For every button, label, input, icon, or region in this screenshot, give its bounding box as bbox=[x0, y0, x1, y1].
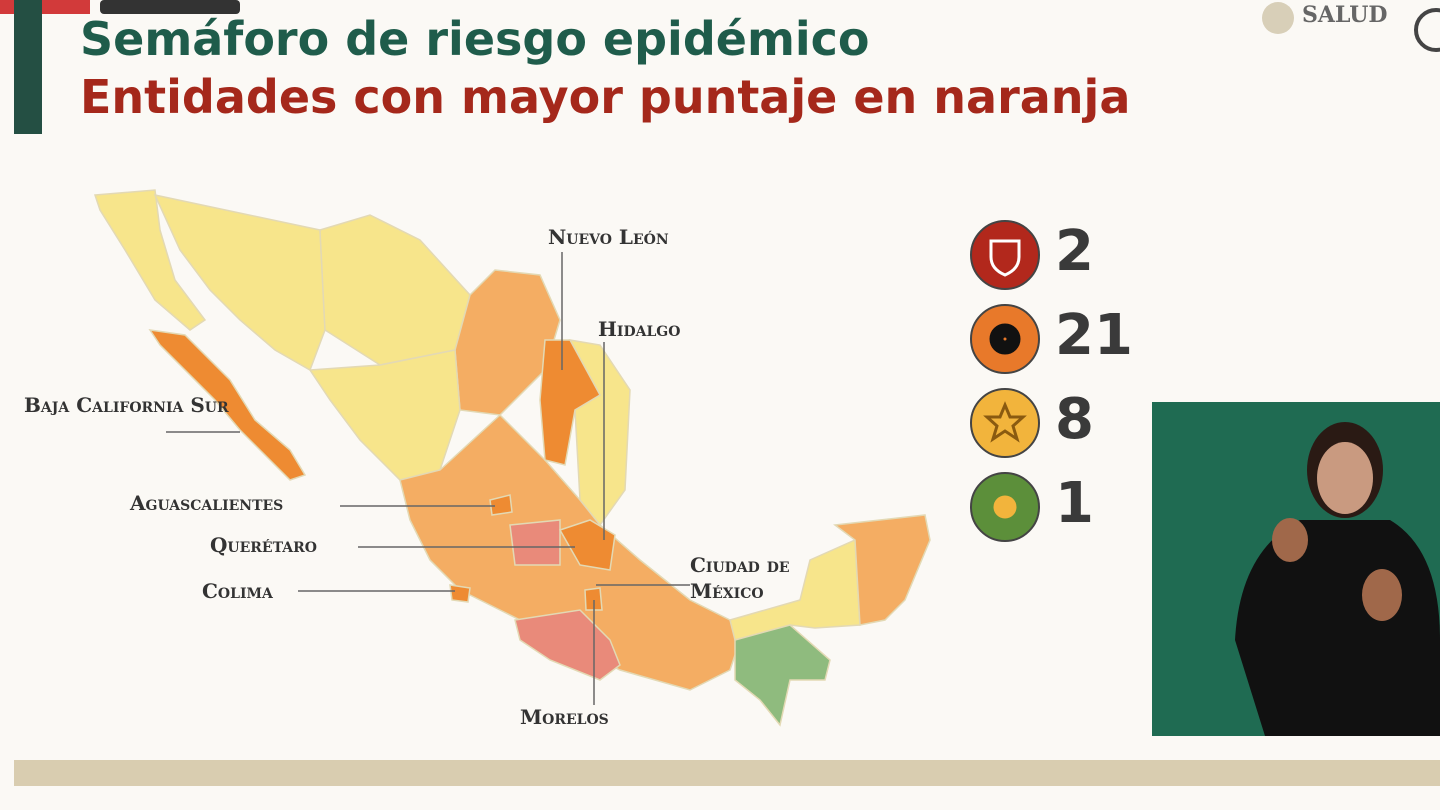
legend-count: 21 bbox=[1055, 303, 1133, 368]
legend-icon bbox=[970, 472, 1040, 542]
state-label: Aguascalientes bbox=[130, 491, 284, 515]
legend-swatch bbox=[970, 220, 1040, 290]
accent-bar bbox=[14, 0, 42, 134]
legend-count: 8 bbox=[1055, 387, 1094, 452]
state bbox=[93, 189, 207, 331]
emblem bbox=[1414, 8, 1440, 52]
state bbox=[509, 519, 561, 566]
legend-count: 2 bbox=[1055, 219, 1094, 284]
state bbox=[489, 494, 513, 516]
state bbox=[319, 214, 471, 366]
state-label: Baja California Sur bbox=[24, 393, 229, 417]
legend-glyph bbox=[993, 495, 1017, 519]
leader-lines bbox=[166, 252, 690, 705]
state bbox=[449, 584, 471, 603]
legend-icon bbox=[970, 388, 1040, 458]
state bbox=[558, 519, 616, 571]
state-label: Querétaro bbox=[210, 533, 317, 557]
legend-icon bbox=[970, 304, 1040, 374]
legend-glyph bbox=[989, 323, 1021, 355]
title: Semáforo de riesgo epidémico bbox=[80, 12, 870, 66]
state bbox=[148, 329, 307, 481]
logo-text: SALUD bbox=[1302, 2, 1388, 28]
state-label: Hidalgo bbox=[598, 317, 681, 341]
legend-count: 1 bbox=[1055, 471, 1094, 536]
state-label: Nuevo León bbox=[548, 225, 669, 249]
tab bbox=[0, 0, 90, 14]
state bbox=[584, 587, 603, 611]
state bbox=[833, 514, 931, 626]
legend-glyph bbox=[983, 401, 1027, 443]
emblem bbox=[1262, 2, 1294, 34]
state-label: Ciudad de México bbox=[690, 553, 790, 603]
map bbox=[93, 189, 931, 727]
state bbox=[734, 624, 831, 727]
subtitle: Entidades con mayor puntaje en naranja bbox=[80, 70, 1131, 124]
tab bbox=[100, 0, 240, 14]
state bbox=[539, 339, 602, 466]
legend-swatch bbox=[970, 304, 1040, 374]
state-label: Colima bbox=[202, 579, 273, 603]
legend-swatch bbox=[970, 388, 1040, 458]
state bbox=[308, 349, 461, 481]
state-label: Morelos bbox=[520, 705, 609, 729]
interpreter bbox=[1152, 402, 1440, 736]
legend-glyph bbox=[989, 239, 1021, 277]
legend-icon bbox=[970, 220, 1040, 290]
footer-bar bbox=[14, 760, 1440, 786]
